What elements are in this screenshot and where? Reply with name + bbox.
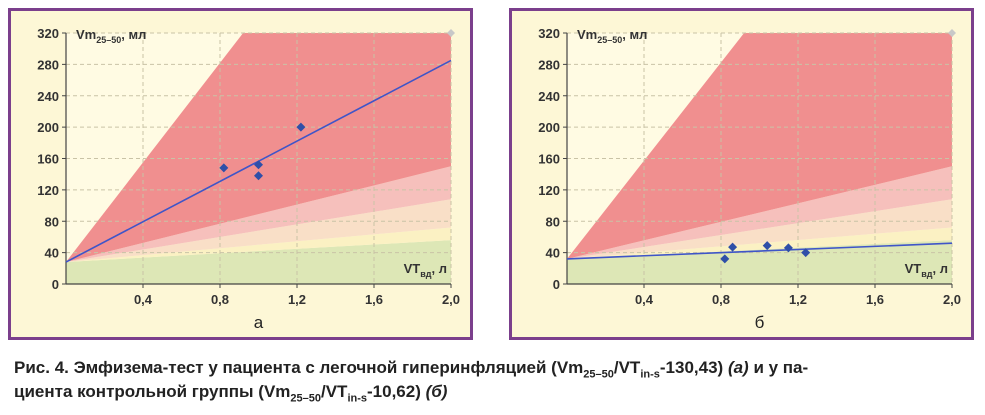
- panel-label: б: [755, 313, 765, 332]
- y-axis-label-sub: 25–50: [597, 35, 622, 45]
- x-tick-label: 1,2: [288, 292, 306, 307]
- y-tick-label: 200: [37, 120, 59, 135]
- y-axis-label: Vm25–50, мл: [577, 27, 647, 45]
- caption-text: -10,62): [367, 382, 426, 401]
- regression-line: [566, 242, 953, 260]
- caption-text: и у па-: [748, 358, 809, 377]
- y-axis-label-unit: , мл: [622, 27, 647, 42]
- y-tick-label: 200: [538, 120, 560, 135]
- caption-sub: 25–50: [583, 368, 614, 381]
- x-tick-label: 0,8: [712, 292, 730, 307]
- data-point: [219, 163, 229, 173]
- corner-marker: [447, 29, 455, 37]
- caption-text: Рис. 4. Эмфизема-тест у пациента с легоч…: [14, 358, 584, 377]
- x-axis-label-main: VT: [905, 261, 922, 276]
- caption-sub: in-s: [347, 392, 368, 405]
- data-point: [254, 160, 263, 170]
- caption-text: /VT: [321, 382, 348, 401]
- y-tick-label: 80: [546, 214, 560, 229]
- x-axis-label-main: VT: [404, 261, 421, 276]
- y-axis-label-sub: 25–50: [96, 35, 121, 45]
- x-tick-label: 1,2: [789, 292, 807, 307]
- x-axis-label-unit: , л: [933, 261, 948, 276]
- y-tick-label: 40: [546, 246, 560, 261]
- y-axis-label-main: Vm: [577, 27, 597, 42]
- caption-sub: 25–50: [290, 392, 321, 405]
- y-tick-label: 0: [52, 277, 59, 292]
- zone-red: [567, 33, 952, 259]
- zone-peach: [567, 199, 952, 259]
- panel-label: а: [254, 313, 264, 332]
- chart-panel-b: 0 40 80 120 160 200 240 280 320 0,4 0,8 1,2 1,6 2,0 Vm…: [509, 8, 974, 340]
- x-tick-label: 1,6: [866, 292, 884, 307]
- caption-text: -130,43): [659, 358, 728, 377]
- corner-marker: [948, 29, 956, 37]
- zone-green: [567, 240, 952, 284]
- caption-panel-ref: (а): [727, 358, 749, 377]
- x-tick-label: 0,4: [134, 292, 153, 307]
- y-tick-label: 280: [37, 57, 59, 72]
- y-tick-label: 320: [37, 26, 59, 41]
- data-point: [296, 122, 306, 132]
- caption-text: циента контрольной группы (Vm: [14, 382, 291, 401]
- x-tick-label: 0,4: [635, 292, 654, 307]
- y-tick-label: 160: [37, 152, 59, 167]
- y-tick-label: 120: [37, 183, 59, 198]
- data-point: [762, 241, 772, 251]
- caption-panel-ref: (б): [425, 382, 448, 401]
- chart-a: 0 40 80 120 160 200 240 280 320 0,4 0,8 1,2 1,6 2,0 Vm…: [37, 26, 460, 332]
- y-tick-label: 320: [538, 26, 560, 41]
- zone-green: [66, 240, 451, 284]
- caption-line-1: Рис. 4. Эмфизема-тест у пациента с легоч…: [14, 356, 976, 380]
- y-tick-label: 280: [538, 57, 560, 72]
- data-point: [801, 248, 811, 258]
- y-tick-label: 40: [45, 246, 59, 261]
- x-axis-label-sub: вд: [921, 269, 933, 279]
- x-tick-label: 2,0: [442, 292, 460, 307]
- x-axis-label: VTвд, л: [404, 261, 447, 279]
- zone-red: [66, 33, 451, 262]
- x-tick-label: 1,6: [365, 292, 383, 307]
- y-tick-label: 120: [538, 183, 560, 198]
- data-point: [254, 171, 263, 181]
- x-axis-label-sub: вд: [420, 269, 432, 279]
- y-tick-label: 0: [553, 277, 560, 292]
- data-point: [783, 243, 793, 253]
- y-axis-label: Vm25–50, мл: [76, 27, 146, 45]
- caption-sub: in-s: [640, 368, 660, 381]
- y-tick-label: 160: [538, 152, 560, 167]
- x-tick-label: 0,8: [211, 292, 229, 307]
- zone-pink: [567, 166, 952, 259]
- y-tick-label: 80: [45, 214, 59, 229]
- x-axis-label-unit: , л: [432, 261, 447, 276]
- y-tick-label: 240: [37, 89, 59, 104]
- x-tick-label: 2,0: [943, 292, 961, 307]
- chart-panel-a: 0 40 80 120 160 200 240 280 320 0,4 0,8 1,2 1,6 2,0 Vm…: [8, 8, 473, 340]
- y-axis-label-main: Vm: [76, 27, 96, 42]
- zone-peach: [66, 199, 451, 262]
- data-point: [720, 254, 730, 264]
- figure-caption: Рис. 4. Эмфизема-тест у пациента с легоч…: [14, 356, 976, 404]
- y-axis-label-unit: , мл: [121, 27, 146, 42]
- x-axis-label: VTвд, л: [905, 261, 948, 279]
- chart-b: 0 40 80 120 160 200 240 280 320 0,4 0,8 1,2 1,6 2,0 Vm…: [538, 26, 961, 332]
- y-tick-label: 240: [538, 89, 560, 104]
- caption-text: /VT: [613, 358, 641, 377]
- data-point: [728, 242, 738, 252]
- caption-line-2: циента контрольной группы (Vm25–50/VTin-…: [14, 380, 976, 404]
